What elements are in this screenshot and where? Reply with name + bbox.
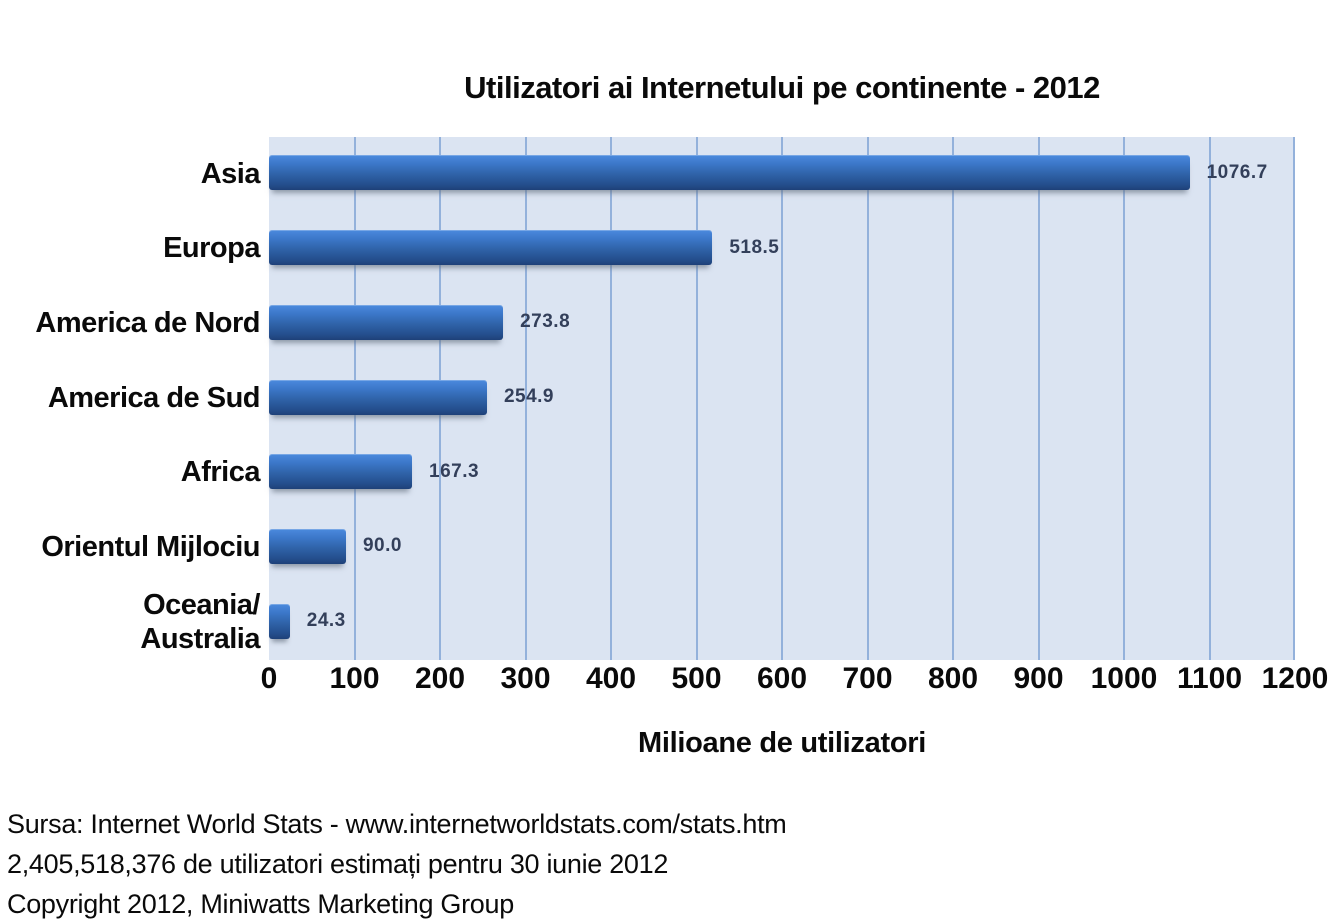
bar-orientul-mijlociu (269, 528, 346, 564)
bar-oceania-australia (269, 603, 290, 639)
category-label-europa: Europa (0, 212, 260, 287)
gridline-1000 (1123, 137, 1125, 660)
category-label-line: Australia (140, 622, 260, 655)
x-tick-1000: 1000 (1090, 662, 1158, 695)
gridline-400 (610, 137, 612, 660)
x-tick-800: 800 (927, 662, 979, 695)
value-label-orientul-mijlociu: 90.0 (362, 535, 402, 557)
category-label-line: America de Sud (47, 381, 261, 414)
category-label-line: Europa (163, 232, 260, 265)
gridline-900 (1037, 137, 1040, 660)
category-label-line: Orientul Mijlociu (41, 531, 260, 564)
footer-source-line: Sursa: Internet World Stats - www.intern… (7, 809, 787, 839)
x-tick-500: 500 (671, 662, 722, 695)
x-tick-900: 900 (1013, 662, 1064, 695)
value-label-africa: 167.3 (429, 460, 480, 482)
y-axis-category-labels: Asia Europa America de Nord America de Sud A… (0, 137, 260, 660)
x-tick-100: 100 (329, 662, 380, 695)
gridline-800 (952, 137, 954, 660)
x-tick-600: 600 (756, 662, 808, 695)
chart-title: Utilizatori ai Internetului pe continent… (464, 70, 1100, 105)
gridline-300 (524, 137, 527, 660)
value-label-america-de-nord: 273.8 (520, 311, 571, 333)
gridline-1100 (1208, 137, 1211, 660)
bar-america-de-nord (269, 304, 504, 340)
bar-africa (269, 454, 413, 490)
bar-europa (269, 230, 713, 266)
gridline-500 (695, 137, 698, 660)
category-label-line: Africa (180, 456, 261, 489)
value-label-europa: 518.5 (729, 236, 780, 258)
x-tick-1100: 1100 (1176, 662, 1243, 695)
footer-copyright-line: Copyright 2012, Miniwatts Marketing Grou… (7, 889, 514, 919)
gridline-1200 (1293, 137, 1295, 660)
x-tick-400: 400 (585, 662, 637, 695)
category-label-africa: Africa (0, 436, 261, 511)
category-label-oceania-australia: Oceania/Australia (0, 585, 260, 660)
bar-america-de-sud (269, 379, 487, 415)
x-tick-200: 200 (414, 662, 466, 695)
gridline-600 (781, 137, 783, 660)
x-tick-300: 300 (500, 662, 551, 695)
value-label-asia: 1076.7 (1206, 161, 1268, 183)
category-label-orientul-mijlociu: Orientul Mijlociu (0, 511, 260, 586)
plot-area: 1076.7 518.5 273.8 254.9 167.3 90.0 24.3 (269, 137, 1295, 660)
x-axis-title: Milioane de utilizatori (638, 727, 926, 759)
bar-asia (269, 155, 1190, 191)
footer: Sursa: Internet World Stats - www.intern… (7, 804, 1327, 921)
x-tick-700: 700 (842, 662, 893, 695)
category-label-asia: Asia (0, 137, 261, 212)
x-tick-0: 0 (260, 662, 278, 695)
value-label-oceania-australia: 24.3 (306, 610, 346, 632)
category-label-line: Asia (200, 157, 261, 190)
footer-estimate-line: 2,405,518,376 de utilizatori estimați pe… (7, 849, 669, 879)
category-label-line: America de Nord (35, 306, 260, 339)
category-label-america-de-sud: America de Sud (0, 361, 261, 436)
gridline-700 (866, 137, 869, 660)
x-axis: 0 100 200 300 400 500 600 700 800 900 1000 1100 1200 (0, 660, 1340, 702)
value-label-america-de-sud: 254.9 (503, 386, 554, 407)
category-label-america-de-nord: America de Nord (0, 286, 260, 361)
x-tick-1200: 1200 (1261, 662, 1329, 695)
category-label-line: Oceania/ (143, 589, 260, 621)
